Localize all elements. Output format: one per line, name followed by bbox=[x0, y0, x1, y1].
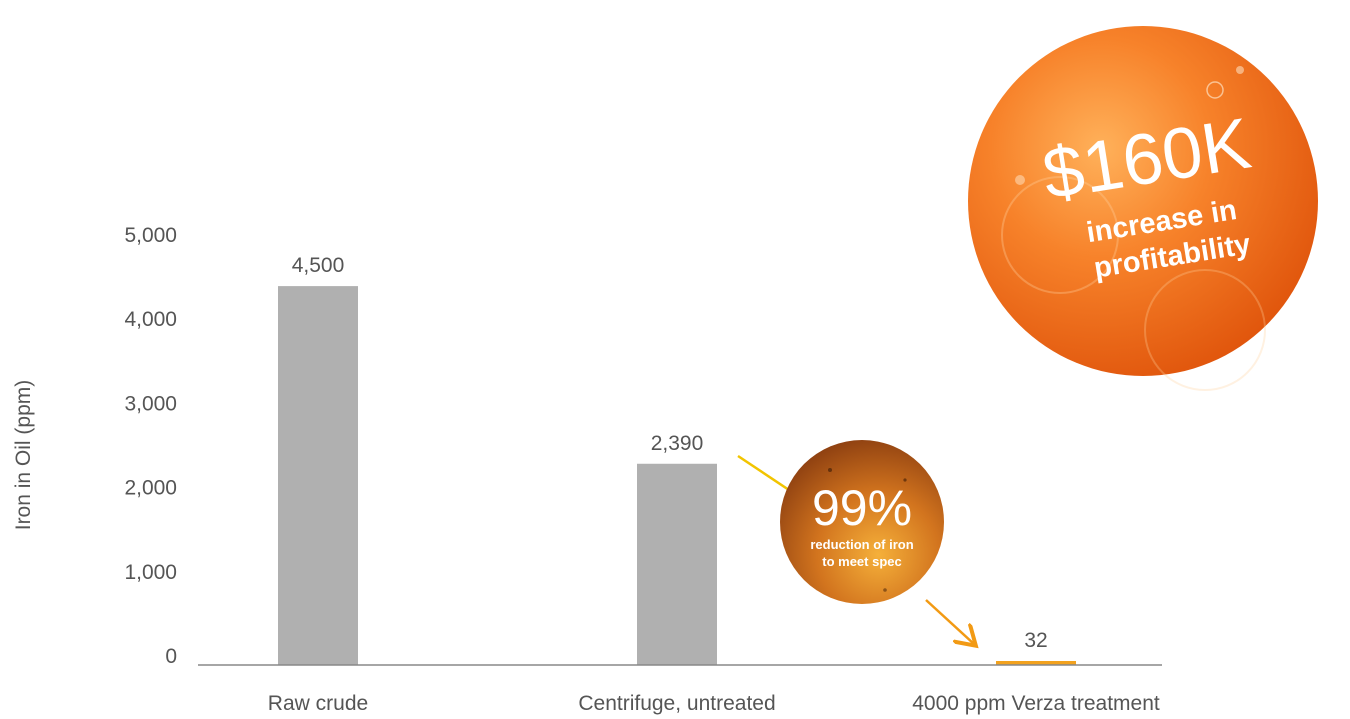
reduction-speck-decor bbox=[883, 588, 887, 592]
y-tick-label: 1,000 bbox=[124, 561, 177, 584]
profit-callout: $160K increase in profitability bbox=[968, 26, 1318, 391]
reduction-circle bbox=[780, 440, 944, 604]
reduction-value: 99% bbox=[812, 480, 912, 536]
profit-bubble-decor bbox=[1144, 269, 1266, 391]
x-category-labels: Raw crude Centrifuge, untreated 4000 ppm V… bbox=[268, 692, 1160, 715]
category-label: Centrifuge, untreated bbox=[578, 692, 775, 715]
profit-bubble-decor bbox=[1015, 175, 1025, 185]
data-label: 4,500 bbox=[292, 254, 345, 277]
data-labels-group: 4,500 2,390 32 bbox=[292, 254, 1048, 652]
y-tick-label: 5,000 bbox=[124, 224, 177, 247]
bars-group bbox=[278, 286, 1076, 665]
y-tick-label: 4,000 bbox=[124, 308, 177, 331]
y-axis-title: Iron in Oil (ppm) bbox=[12, 380, 35, 531]
profit-bubble-decor bbox=[1001, 176, 1119, 294]
callout-arrow-out bbox=[925, 599, 974, 644]
category-label: Raw crude bbox=[268, 692, 368, 715]
bar-3 bbox=[996, 661, 1076, 665]
y-tick-label: 3,000 bbox=[124, 392, 177, 415]
reduction-callout: 99% reduction of iron to meet spec bbox=[780, 440, 944, 604]
y-tick-labels: 0 1,000 2,000 3,000 4,000 5,000 bbox=[124, 224, 177, 668]
category-label: 4000 ppm Verza treatment bbox=[912, 692, 1160, 715]
profit-circle bbox=[968, 26, 1318, 376]
profit-bubble-decor bbox=[1206, 81, 1224, 99]
data-label: 2,390 bbox=[651, 432, 704, 455]
bar-1 bbox=[278, 286, 358, 665]
reduction-speck-decor bbox=[903, 478, 907, 482]
data-label: 32 bbox=[1024, 629, 1047, 652]
bar-2 bbox=[637, 463, 717, 665]
reduction-line1: reduction of iron bbox=[810, 537, 913, 552]
profit-bubble-decor bbox=[1236, 66, 1244, 74]
y-tick-label: 2,000 bbox=[124, 477, 177, 500]
reduction-speck-decor bbox=[828, 468, 832, 472]
reduction-line2: to meet spec bbox=[822, 554, 901, 569]
y-tick-label: 0 bbox=[165, 645, 177, 668]
